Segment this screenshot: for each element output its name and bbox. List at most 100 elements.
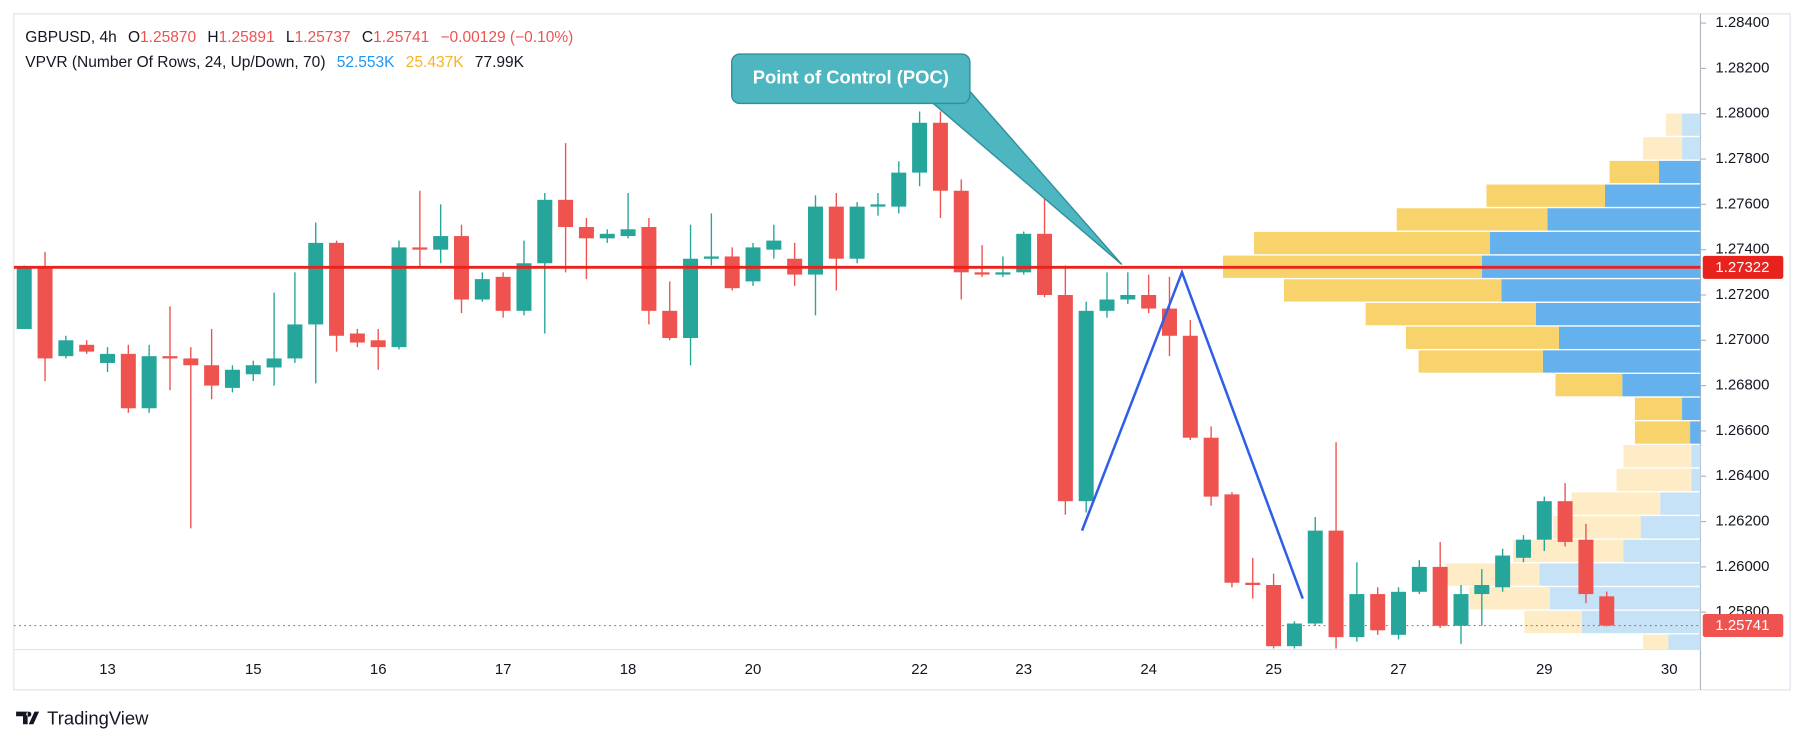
- candle-body: [1224, 494, 1240, 583]
- candle-body: [1474, 585, 1490, 595]
- profile-up: [1682, 137, 1701, 160]
- candle-body: [474, 279, 490, 300]
- x-tick-label: 22: [911, 661, 928, 678]
- candle-body: [745, 247, 761, 282]
- y-tick-label: 1.26400: [1715, 467, 1769, 484]
- candle-body: [1203, 437, 1219, 497]
- candle-body: [224, 369, 240, 388]
- ohlc-value: 1.25891: [219, 29, 275, 46]
- candle-body: [703, 256, 719, 259]
- profile-up: [1549, 587, 1701, 610]
- ohlc-label: H: [207, 29, 218, 46]
- candle-body: [1286, 623, 1302, 647]
- profile-up: [1690, 421, 1701, 444]
- profile-down: [1616, 468, 1692, 492]
- candle-body: [974, 272, 990, 275]
- candle-body: [16, 267, 32, 329]
- candle-body: [683, 258, 699, 339]
- profile-up: [1539, 563, 1701, 586]
- candle-body: [1307, 530, 1323, 624]
- y-tick-label: 1.26200: [1715, 513, 1769, 530]
- profile-down: [1396, 208, 1548, 231]
- profile-down: [1469, 587, 1550, 610]
- candle-body: [1411, 566, 1427, 592]
- symbol: GBPUSD, 4h: [25, 29, 116, 46]
- profile-up: [1682, 397, 1701, 420]
- candle-body: [891, 172, 907, 207]
- ohlc-label: L: [286, 29, 295, 46]
- profile-down: [1512, 539, 1624, 563]
- profile-down: [1571, 492, 1661, 515]
- legend-line-1: GBPUSD, 4h O1.25870 H1.25891 L1.25737 C1…: [25, 29, 573, 46]
- candle-body: [183, 358, 199, 366]
- ohlc-value: 1.25737: [295, 29, 351, 46]
- candle-body: [1120, 294, 1136, 300]
- profile-down: [1283, 279, 1502, 302]
- candle-body: [1037, 233, 1053, 295]
- y-tick-label: 1.26800: [1715, 377, 1769, 394]
- candle-body: [870, 204, 886, 207]
- candle-body: [1578, 539, 1594, 595]
- plot-area: [13, 111, 1701, 650]
- x-tick-label: 27: [1390, 661, 1407, 678]
- profile-down: [1634, 421, 1691, 444]
- candle-body: [1328, 530, 1344, 638]
- x-tick-label: 25: [1265, 661, 1282, 678]
- candle-body: [370, 340, 386, 348]
- profile-down: [1524, 610, 1582, 634]
- candle-body: [807, 206, 823, 275]
- candle-body: [204, 365, 220, 386]
- change: −0.00129 (−0.10%): [440, 29, 573, 46]
- callout-box: [731, 53, 971, 105]
- profile-up: [1668, 634, 1701, 650]
- candle-body: [329, 242, 345, 336]
- candle-body: [245, 365, 261, 375]
- y-tick-label: 1.26000: [1715, 558, 1769, 575]
- profile-down: [1609, 160, 1660, 184]
- logo: TradingView: [16, 708, 149, 729]
- up-volume: 52.553K: [337, 54, 395, 71]
- x-tick-label: 16: [370, 661, 387, 678]
- candle-body: [1495, 555, 1511, 588]
- profile-down: [1486, 184, 1605, 207]
- candle-body: [1391, 591, 1407, 635]
- candle-body: [1078, 310, 1094, 502]
- profile-down: [1445, 563, 1540, 586]
- candle-body: [578, 227, 594, 239]
- candle-body: [1099, 299, 1115, 311]
- y-tick-label: 1.27400: [1715, 241, 1769, 258]
- profile-down: [1642, 137, 1683, 160]
- candle-body: [100, 353, 116, 363]
- indicator: VPVR (Number Of Rows, 24, Up/Down, 70): [25, 54, 325, 71]
- y-tick-label: 1.27600: [1715, 195, 1769, 212]
- candle-body: [516, 263, 532, 311]
- candle-body: [599, 233, 615, 239]
- candle-body: [1245, 582, 1261, 586]
- pattern-line: [1080, 268, 1304, 600]
- x-tick-label: 23: [1015, 661, 1032, 678]
- x-tick-label: 20: [745, 661, 762, 678]
- candle-body: [1432, 566, 1448, 626]
- profile-up: [1691, 468, 1701, 492]
- y-tick-label: 1.27200: [1715, 286, 1769, 303]
- y-tick-label: 1.27800: [1715, 150, 1769, 167]
- profile-down: [1623, 445, 1692, 468]
- candle-body: [287, 324, 303, 359]
- candle-body: [1349, 594, 1365, 638]
- x-tick-label: 18: [620, 661, 637, 678]
- profile-down: [1553, 516, 1641, 539]
- y-tick-label: 1.26600: [1715, 422, 1769, 439]
- candle-body: [1599, 596, 1615, 626]
- profile-up: [1558, 326, 1701, 349]
- ohlc-value: 1.25870: [140, 29, 196, 46]
- candle-body: [1557, 501, 1573, 542]
- candle-body: [1515, 539, 1531, 558]
- callout-text: Point of Control (POC): [753, 67, 949, 88]
- candle-body: [828, 206, 844, 259]
- x-tick-label: 29: [1536, 661, 1553, 678]
- profile-down: [1365, 302, 1536, 326]
- x-tick-label: 24: [1140, 661, 1157, 678]
- price-label: 1.27322: [1715, 259, 1769, 276]
- candle-body: [620, 229, 636, 237]
